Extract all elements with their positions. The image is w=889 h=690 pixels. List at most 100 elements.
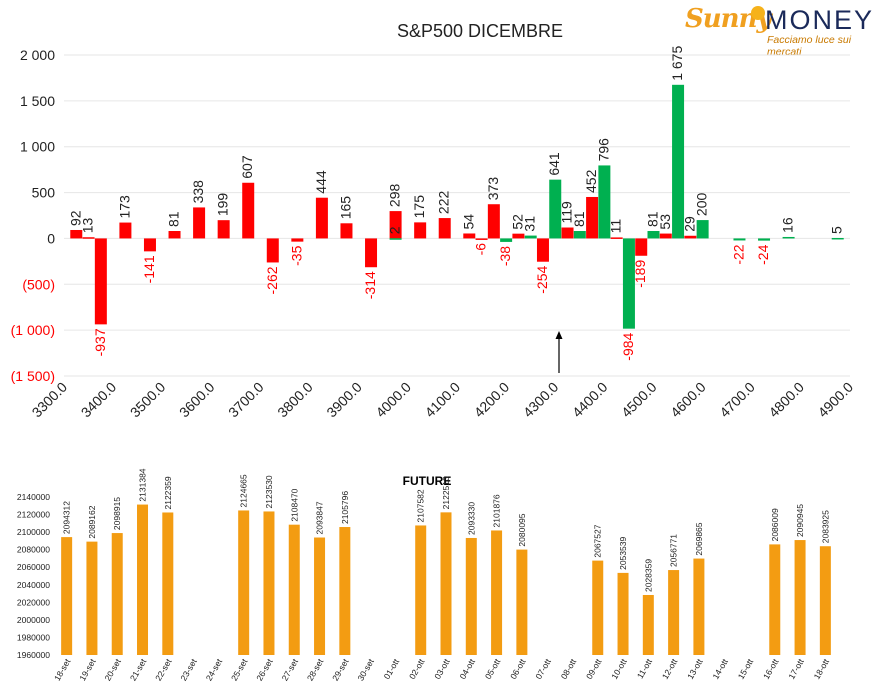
x-tick-label: 25-set (229, 656, 250, 682)
x-tick-label: 18-set (52, 656, 73, 682)
bar (465, 537, 477, 655)
bar (389, 238, 402, 240)
bar-value-label: 444 (313, 170, 329, 194)
x-tick-label: 4100.0 (422, 379, 464, 421)
bar-value-label: 2028359 (643, 559, 653, 592)
y-tick-label: 2080000 (17, 545, 50, 555)
x-axis: 3300.0 3400.0 3500.0 3600.0 3700.0 3800.0 3900… (29, 379, 857, 421)
bar-value-label: 119 (559, 201, 575, 224)
bar-value-label: 53 (657, 214, 673, 230)
bar-value-label: 2056771 (669, 534, 679, 567)
bar (586, 196, 599, 239)
bar-value-label: 2093330 (466, 502, 476, 535)
x-tick-label: 4800.0 (765, 379, 807, 421)
bar-value-label: 641 (546, 152, 562, 176)
bar (315, 197, 328, 239)
x-tick-label: 3500.0 (127, 379, 169, 421)
x-tick-label: 4000.0 (372, 379, 414, 421)
bar (516, 549, 528, 655)
bar (70, 229, 83, 239)
brand-logo: Sunny MONEY Facciamo luce sui mercati (683, 4, 883, 58)
bar-value-label: -38 (497, 246, 513, 266)
bar-series (70, 84, 844, 329)
bar (414, 222, 427, 239)
x-tick-label: 12-ott (660, 656, 680, 680)
y-tick-label: 0 (47, 230, 55, 246)
x-tick-label: 3300.0 (29, 379, 71, 421)
x-tick-label: 3900.0 (323, 379, 365, 421)
bar-value-label: 31 (522, 216, 538, 232)
bar-value-label: 5 (829, 226, 845, 234)
bar-series (61, 504, 831, 655)
bar-value-label: 29 (681, 216, 697, 232)
bar-value-label: 2131384 (138, 468, 148, 501)
bar-value-label: 165 (337, 196, 353, 220)
x-tick-label: 21-set (128, 656, 149, 682)
y-tick-label: 1 500 (20, 93, 55, 109)
bar-value-label: 2067527 (593, 524, 603, 557)
bar-value-label: 81 (166, 211, 182, 227)
bar (162, 512, 174, 655)
x-tick-label: 4700.0 (716, 379, 758, 421)
bar (365, 238, 378, 268)
bar (111, 533, 123, 655)
bar-value-label: -189 (632, 260, 648, 288)
x-tick-label: 4300.0 (520, 379, 562, 421)
bar (617, 572, 629, 655)
x-tick-label: 15-ott (736, 656, 756, 680)
bar (561, 227, 574, 239)
bar-value-label: 2090945 (795, 504, 805, 537)
up-arrow-annotation (555, 331, 563, 373)
x-tick-label: 4400.0 (569, 379, 611, 421)
bar-value-label: 2083925 (820, 510, 830, 543)
x-tick-label: 3800.0 (274, 379, 316, 421)
bar (512, 233, 525, 239)
bar (94, 238, 107, 325)
bar-value-label: 222 (436, 190, 452, 214)
bar-value-label: 338 (190, 180, 206, 204)
bar-value-label: 2098915 (112, 497, 122, 530)
y-tick-label: (1 500) (11, 368, 55, 384)
bar-value-label: 1 675 (669, 46, 685, 81)
y-tick-label: (500) (22, 276, 55, 292)
bar (794, 540, 806, 655)
bar-value-label: 54 (460, 214, 476, 230)
x-tick-label: 4600.0 (667, 379, 709, 421)
bar-value-label: 2 (387, 226, 403, 234)
bar-value-label: 173 (116, 195, 132, 219)
bar-value-label: -35 (288, 245, 304, 265)
y-axis: 2140000 2120000 2100000 2080000 2060000 20400… (17, 492, 50, 660)
y-tick-label: 500 (32, 185, 56, 201)
bar-value-label: -254 (534, 266, 550, 294)
x-tick-label: 10-ott (609, 656, 629, 680)
bar-value-label: -22 (730, 244, 746, 264)
y-tick-label: 2140000 (17, 492, 50, 502)
x-tick-label: 13-ott (685, 656, 705, 680)
bar-value-label: 2123530 (264, 475, 274, 508)
bar-value-label: 2108470 (289, 488, 299, 521)
x-tick-label: 17-ott (786, 656, 806, 680)
chart-title: FUTURE (403, 474, 452, 488)
bar-value-label: 81 (645, 211, 661, 227)
x-tick-label: 02-ott (407, 656, 427, 680)
x-tick-label: 04-ott (457, 656, 477, 680)
bar (500, 238, 513, 242)
bar-value-label: 2122513 (441, 476, 451, 509)
data-labels: 9213-937173-14181338199607-262-35444165-… (67, 46, 844, 361)
sp500-december-chart: S&P500 DICEMBRE 2 000 1 500 1 000 500 0 (500)… (11, 21, 857, 420)
x-tick-label: 23-set (178, 656, 199, 682)
y-axis: 2 000 1 500 1 000 500 0 (500) (1 000) (1 500) (11, 47, 56, 384)
x-tick-label: 05-ott (483, 656, 503, 680)
bar (143, 238, 156, 252)
x-tick-label: 30-set (355, 656, 376, 682)
bar (635, 238, 648, 256)
x-tick-label: 3400.0 (78, 379, 120, 421)
y-tick-label: 2060000 (17, 562, 50, 572)
bar-value-label: 2101876 (492, 494, 502, 527)
bar-value-label: 13 (80, 217, 96, 233)
bar (642, 594, 654, 655)
bar (668, 570, 680, 655)
bar-value-label: 2124665 (239, 474, 249, 507)
bar-value-label: 796 (595, 138, 611, 162)
bar (475, 238, 488, 240)
